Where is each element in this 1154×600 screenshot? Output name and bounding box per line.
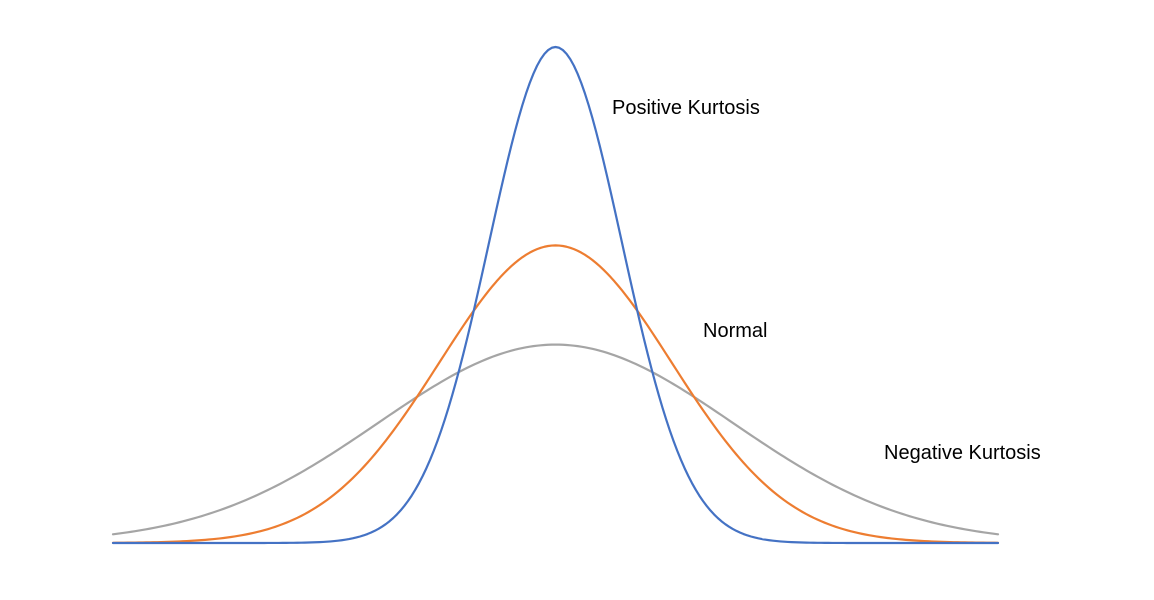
series-line-normal [111,244,1000,544]
series-label-negative-kurtosis: Negative Kurtosis [884,442,1041,464]
series-label-normal: Normal [703,320,767,342]
series-line-positive-kurtosis [111,45,1000,545]
labels-group: Negative Kurtosis Normal Positive Kurtosis [612,97,1041,464]
series-line-negative-kurtosis [111,343,1000,536]
series-label-positive-kurtosis: Positive Kurtosis [612,97,760,119]
curves-group [111,45,1000,545]
